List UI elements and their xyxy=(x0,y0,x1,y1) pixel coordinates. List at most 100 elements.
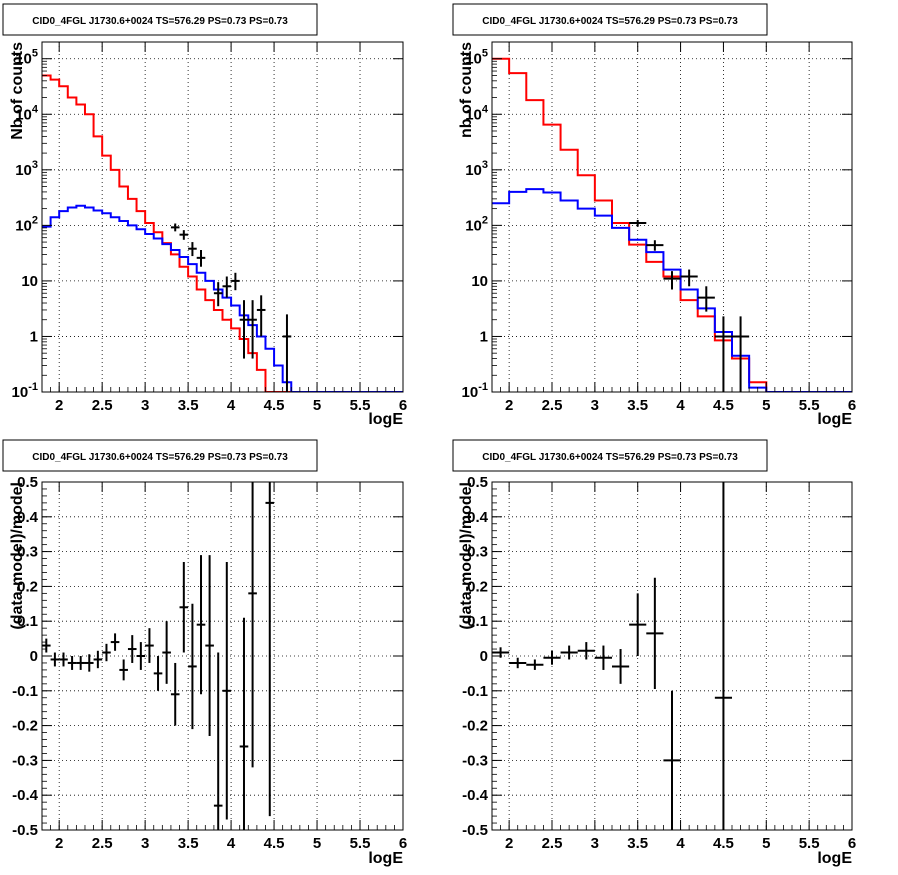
x-tick-label: 4.5 xyxy=(713,397,734,414)
x-axis-label: logE xyxy=(817,411,852,428)
y-axis-label: nb of counts xyxy=(458,42,475,138)
residual-point xyxy=(714,482,732,830)
y-tick-label: 0.1 xyxy=(17,613,38,630)
x-tick-label: 4 xyxy=(227,835,236,852)
residual-point xyxy=(42,638,51,653)
residual-point xyxy=(76,656,85,670)
y-tick-label: -0.2 xyxy=(12,718,38,735)
data-point xyxy=(188,242,197,257)
y-tick-label: -0.4 xyxy=(462,787,489,804)
residual-point xyxy=(188,603,197,730)
residual-point xyxy=(213,652,223,830)
residual-point xyxy=(119,659,128,681)
data-point xyxy=(231,272,240,291)
x-tick-label: 2 xyxy=(505,835,513,852)
y-tick-label: 10-1 xyxy=(12,381,38,401)
residual-point xyxy=(205,555,214,737)
residual-point xyxy=(93,650,103,669)
data-point xyxy=(256,295,266,337)
x-tick-label: 2 xyxy=(55,835,63,852)
y-tick-label: 0.4 xyxy=(467,509,489,526)
residual-point xyxy=(102,643,111,662)
x-tick-label: 3.5 xyxy=(627,835,648,852)
x-tick-label: 2.5 xyxy=(542,397,563,414)
y-tick-label: -0.2 xyxy=(462,718,488,735)
total-model-histogram xyxy=(492,57,852,392)
x-tick-label: 4.5 xyxy=(264,397,285,414)
residual-point xyxy=(127,635,137,663)
data-point xyxy=(239,300,249,359)
residual-point xyxy=(59,652,68,667)
x-tick-label: 4 xyxy=(676,835,685,852)
x-tick-label: 3 xyxy=(591,397,599,414)
residual-point xyxy=(543,650,561,665)
data-point xyxy=(663,271,681,290)
y-tick-label: 0 xyxy=(480,648,488,665)
x-tick-label: 5.5 xyxy=(799,835,820,852)
x-tick-label: 4 xyxy=(227,397,236,414)
data-point xyxy=(629,219,647,227)
title-box xyxy=(452,3,768,36)
residual-point xyxy=(50,652,60,667)
y-tick-label: 1 xyxy=(480,328,488,345)
x-tick-label: 3 xyxy=(141,835,149,852)
y-tick-label: 0.3 xyxy=(17,544,38,561)
x-tick-label: 4.5 xyxy=(713,835,734,852)
data-point xyxy=(714,316,732,392)
y-tick-label: 1 xyxy=(30,328,38,345)
total-model-histogram xyxy=(42,74,403,392)
y-tick-label: -0.1 xyxy=(462,683,488,700)
data-point xyxy=(222,276,232,298)
residual-point xyxy=(526,659,544,670)
data-point xyxy=(646,240,664,251)
y-tick-label: 0 xyxy=(30,648,38,665)
x-tick-label: 3.5 xyxy=(178,397,199,414)
plot-frame xyxy=(41,41,404,393)
y-tick-label: 102 xyxy=(15,214,38,234)
plot-frame xyxy=(491,41,853,393)
residual-point xyxy=(560,645,578,660)
title-box xyxy=(452,439,768,472)
residual-point xyxy=(629,593,647,656)
data-point xyxy=(697,286,715,312)
y-tick-label: -0.5 xyxy=(462,822,488,839)
chart-title: CID0_4FGL J1730.6+0024 TS=576.29 PS=0.73… xyxy=(32,16,288,27)
y-tick-label: 105 xyxy=(15,48,38,68)
residual-point xyxy=(84,654,94,672)
residual-point xyxy=(222,562,232,820)
data-point xyxy=(282,314,292,392)
y-tick-label: 10 xyxy=(21,273,38,290)
x-tick-label: 2.5 xyxy=(92,397,113,414)
x-tick-label: 5 xyxy=(762,397,770,414)
panel-counts-left: CID0_4FGL J1730.6+0024 TS=576.29 PS=0.73… xyxy=(2,3,407,428)
data-point xyxy=(213,282,223,307)
x-tick-label: 6 xyxy=(848,397,856,414)
y-tick-label: 0.5 xyxy=(17,474,38,491)
title-box xyxy=(2,3,318,36)
data-point xyxy=(248,300,257,359)
data-point xyxy=(196,250,206,267)
data-point xyxy=(732,316,750,392)
x-tick-label: 3.5 xyxy=(178,835,199,852)
residual-point xyxy=(179,562,189,653)
y-tick-label: 0.2 xyxy=(467,578,488,595)
x-tick-label: 4 xyxy=(676,397,685,414)
panel-counts-right: CID0_4FGL J1730.6+0024 TS=576.29 PS=0.73… xyxy=(452,3,856,428)
x-tick-label: 5.5 xyxy=(350,835,371,852)
data-point xyxy=(170,223,180,232)
y-tick-label: 0.2 xyxy=(17,578,38,595)
x-tick-label: 3 xyxy=(141,397,149,414)
x-tick-label: 2 xyxy=(55,397,63,414)
chart-title: CID0_4FGL J1730.6+0024 TS=576.29 PS=0.73… xyxy=(482,452,738,463)
x-tick-label: 5 xyxy=(313,835,321,852)
residual-point xyxy=(646,577,664,690)
source-model-histogram xyxy=(492,188,852,392)
x-tick-label: 5.5 xyxy=(350,397,371,414)
y-tick-label: -0.1 xyxy=(12,683,38,700)
x-tick-label: 5 xyxy=(313,397,321,414)
residual-point xyxy=(67,656,77,670)
x-tick-label: 5 xyxy=(762,835,770,852)
y-tick-label: 10-1 xyxy=(462,381,488,401)
residual-point xyxy=(162,621,171,684)
residual-point xyxy=(239,617,249,830)
